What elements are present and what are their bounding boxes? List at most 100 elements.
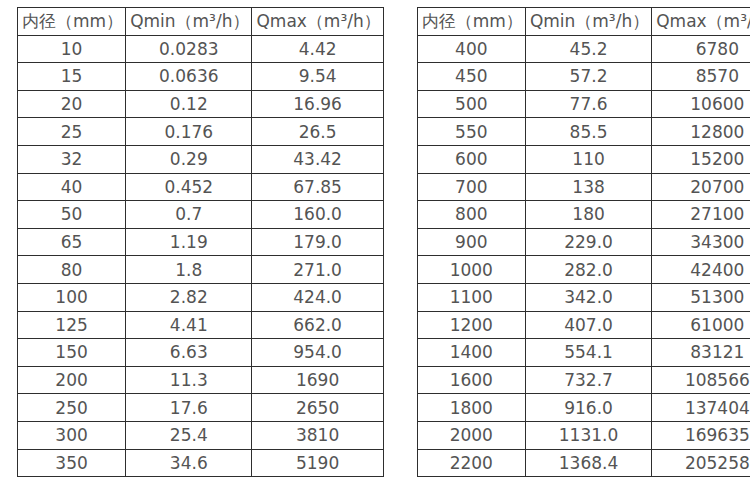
table-cell: 900 bbox=[417, 228, 525, 256]
table-cell: 15 bbox=[18, 63, 126, 91]
table-row: 1200407.061000 bbox=[417, 311, 750, 339]
table-cell: 32 bbox=[18, 145, 126, 173]
table-row: 35034.65190 bbox=[18, 449, 384, 477]
table-cell: 67.85 bbox=[252, 173, 383, 201]
table-cell: 8570 bbox=[652, 63, 750, 91]
table-cell: 45.2 bbox=[525, 35, 651, 63]
table-cell: 179.0 bbox=[252, 228, 383, 256]
table-row: 22001368.4205258 bbox=[417, 449, 750, 477]
table-row: 900229.034300 bbox=[417, 228, 750, 256]
table-cell: 34300 bbox=[652, 228, 750, 256]
table-row: 1400554.183121 bbox=[417, 339, 750, 367]
flow-tables-container: 内径（mm） Qmin（m³/h） Qmax（m³/h） 100.02834.4… bbox=[0, 0, 750, 477]
table-cell: 800 bbox=[417, 201, 525, 229]
table-cell: 27100 bbox=[652, 201, 750, 229]
table-row: 1254.41662.0 bbox=[18, 311, 384, 339]
table-header: 内径（mm） Qmin（m³/h） Qmax（m³/h） bbox=[18, 8, 384, 36]
table-cell: 6.63 bbox=[126, 339, 252, 367]
table-cell: 0.29 bbox=[126, 145, 252, 173]
table-row: 40045.26780 bbox=[417, 35, 750, 63]
flow-table-large-diameters: 内径（mm） Qmin（m³/h） Qmax（m³/h） 40045.26780… bbox=[417, 7, 750, 477]
table-row: 651.19179.0 bbox=[18, 228, 384, 256]
table-row: 1600732.7108566 bbox=[417, 366, 750, 394]
column-header-inner-diameter: 内径（mm） bbox=[18, 8, 126, 36]
table-cell: 25.4 bbox=[126, 421, 252, 449]
table-cell: 662.0 bbox=[252, 311, 383, 339]
table-row: 20001131.0169635 bbox=[417, 421, 750, 449]
table-cell: 10600 bbox=[652, 90, 750, 118]
table-cell: 6780 bbox=[652, 35, 750, 63]
table-cell: 250 bbox=[18, 394, 126, 422]
table-cell: 4.42 bbox=[252, 35, 383, 63]
table-cell: 77.6 bbox=[525, 90, 651, 118]
table-cell: 100 bbox=[18, 283, 126, 311]
table-row: 70013820700 bbox=[417, 173, 750, 201]
table-cell: 282.0 bbox=[525, 256, 651, 284]
table-cell: 500 bbox=[417, 90, 525, 118]
table-cell: 43.42 bbox=[252, 145, 383, 173]
table-body: 40045.2678045057.2857050077.61060055085.… bbox=[417, 35, 750, 477]
table-cell: 954.0 bbox=[252, 339, 383, 367]
table-cell: 125 bbox=[18, 311, 126, 339]
table-cell: 85.5 bbox=[525, 118, 651, 146]
table-cell: 42400 bbox=[652, 256, 750, 284]
table-cell: 25 bbox=[18, 118, 126, 146]
table-cell: 300 bbox=[18, 421, 126, 449]
table-row: 50077.610600 bbox=[417, 90, 750, 118]
table-cell: 2000 bbox=[417, 421, 525, 449]
table-cell: 180 bbox=[525, 201, 651, 229]
table-cell: 16.96 bbox=[252, 90, 383, 118]
table-cell: 0.0283 bbox=[126, 35, 252, 63]
table-row: 20011.31690 bbox=[18, 366, 384, 394]
table-cell: 0.12 bbox=[126, 90, 252, 118]
column-header-inner-diameter: 内径（mm） bbox=[417, 8, 525, 36]
table-cell: 3810 bbox=[252, 421, 383, 449]
table-cell: 138 bbox=[525, 173, 651, 201]
column-header-qmin: Qmin（m³/h） bbox=[126, 8, 252, 36]
table-cell: 57.2 bbox=[525, 63, 651, 91]
table-cell: 137404 bbox=[652, 394, 750, 422]
table-row: 801.8271.0 bbox=[18, 256, 384, 284]
table-cell: 1368.4 bbox=[525, 449, 651, 477]
table-cell: 1800 bbox=[417, 394, 525, 422]
table-cell: 5190 bbox=[252, 449, 383, 477]
table-row: 1800916.0137404 bbox=[417, 394, 750, 422]
table-cell: 600 bbox=[417, 145, 525, 173]
table-cell: 200 bbox=[18, 366, 126, 394]
table-cell: 80 bbox=[18, 256, 126, 284]
table-row: 150.06369.54 bbox=[18, 63, 384, 91]
table-cell: 229.0 bbox=[525, 228, 651, 256]
table-cell: 150 bbox=[18, 339, 126, 367]
table-cell: 65 bbox=[18, 228, 126, 256]
table-row: 500.7160.0 bbox=[18, 201, 384, 229]
table-header: 内径（mm） Qmin（m³/h） Qmax（m³/h） bbox=[417, 8, 750, 36]
table-row: 55085.512800 bbox=[417, 118, 750, 146]
table-cell: 205258 bbox=[652, 449, 750, 477]
table-row: 30025.43810 bbox=[18, 421, 384, 449]
table-cell: 26.5 bbox=[252, 118, 383, 146]
table-row: 320.2943.42 bbox=[18, 145, 384, 173]
table-row: 250.17626.5 bbox=[18, 118, 384, 146]
table-cell: 160.0 bbox=[252, 201, 383, 229]
table-row: 100.02834.42 bbox=[18, 35, 384, 63]
header-row: 内径（mm） Qmin（m³/h） Qmax（m³/h） bbox=[417, 8, 750, 36]
table-cell: 20700 bbox=[652, 173, 750, 201]
table-cell: 0.176 bbox=[126, 118, 252, 146]
table-row: 200.1216.96 bbox=[18, 90, 384, 118]
table-cell: 2.82 bbox=[126, 283, 252, 311]
table-cell: 10 bbox=[18, 35, 126, 63]
table-cell: 2200 bbox=[417, 449, 525, 477]
table-cell: 61000 bbox=[652, 311, 750, 339]
table-cell: 554.1 bbox=[525, 339, 651, 367]
table-cell: 1600 bbox=[417, 366, 525, 394]
table-row: 1002.82424.0 bbox=[18, 283, 384, 311]
table-cell: 350 bbox=[18, 449, 126, 477]
table-cell: 50 bbox=[18, 201, 126, 229]
header-row: 内径（mm） Qmin（m³/h） Qmax（m³/h） bbox=[18, 8, 384, 36]
table-row: 80018027100 bbox=[417, 201, 750, 229]
table-cell: 20 bbox=[18, 90, 126, 118]
table-cell: 700 bbox=[417, 173, 525, 201]
table-cell: 1690 bbox=[252, 366, 383, 394]
table-cell: 34.6 bbox=[126, 449, 252, 477]
table-cell: 108566 bbox=[652, 366, 750, 394]
